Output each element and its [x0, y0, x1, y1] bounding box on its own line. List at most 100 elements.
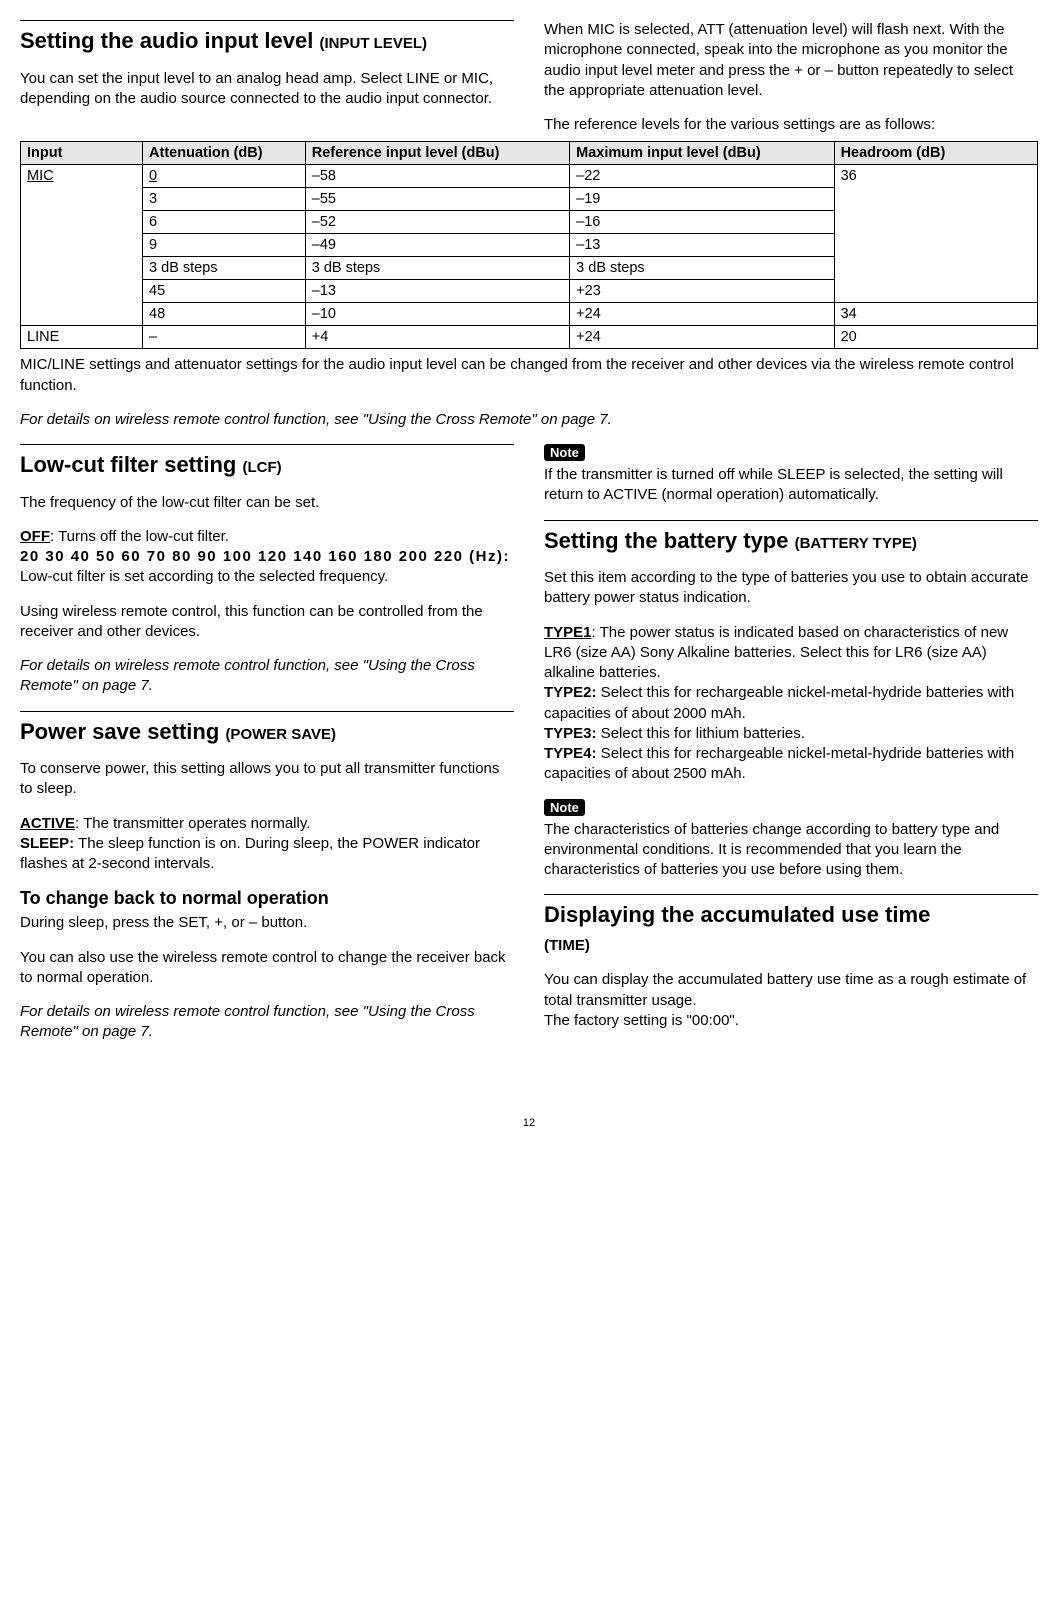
- time-p2: The factory setting is "00:00".: [544, 1011, 1038, 1031]
- rule: [20, 711, 514, 712]
- intro-p2: When MIC is selected, ATT (attenuation l…: [544, 20, 1038, 101]
- heading-sub: (TIME): [544, 937, 590, 954]
- type3-text: Select this for lithium batteries.: [597, 725, 805, 742]
- heading-text: Setting the battery type: [544, 528, 788, 553]
- cell-ref: +4: [305, 326, 569, 349]
- power-p2: During sleep, press the SET, +, or – but…: [20, 913, 514, 933]
- power-p4: For details on wireless remote control f…: [20, 1002, 514, 1043]
- type2-text: Select this for rechargeable nickel-meta…: [544, 684, 1014, 721]
- type1-label: TYPE1: [544, 624, 592, 641]
- lcf-off-text: : Turns off the low-cut filter.: [50, 528, 229, 545]
- lcf-p2: Using wireless remote control, this func…: [20, 602, 514, 643]
- cell-att: 6: [143, 211, 306, 234]
- cell-ref: 3 dB steps: [305, 257, 569, 280]
- cell-att: 9: [143, 234, 306, 257]
- cell-ref: –52: [305, 211, 569, 234]
- th-head: Headroom (dB): [834, 142, 1037, 165]
- cell-input: MIC: [21, 165, 143, 326]
- power-active-text: : The transmitter operates normally.: [75, 815, 310, 832]
- page-number: 12: [20, 1117, 1038, 1129]
- power-subheading: To change back to normal operation: [20, 888, 514, 909]
- power-sleep-label: SLEEP:: [20, 835, 74, 852]
- table-head: Input Attenuation (dB) Reference input l…: [21, 142, 1038, 165]
- cell-ref: –13: [305, 280, 569, 303]
- heading-sub: (POWER SAVE): [225, 726, 336, 743]
- type4-label: TYPE4:: [544, 745, 597, 762]
- cell-max: –13: [570, 234, 834, 257]
- rule: [20, 444, 514, 445]
- lcf-freq-label: 20 30 40 50 60 70 80 90 100 120 140 160 …: [20, 548, 510, 565]
- intro-p3: The reference levels for the various set…: [544, 115, 1038, 135]
- type3-label: TYPE3:: [544, 725, 597, 742]
- th-max: Maximum input level (dBu): [570, 142, 834, 165]
- cell-att: –: [143, 326, 306, 349]
- lcf-options: OFF: Turns off the low-cut filter. 20 30…: [20, 527, 514, 588]
- power-p3: You can also use the wireless remote con…: [20, 948, 514, 989]
- table-row: MIC 0 –58 –22 36: [21, 165, 1038, 188]
- th-att: Attenuation (dB): [143, 142, 306, 165]
- type2-label: TYPE2:: [544, 684, 597, 701]
- cell-ref: –10: [305, 303, 569, 326]
- heading-battery: Setting the battery type (BATTERY TYPE): [544, 527, 1038, 555]
- note-badge: Note: [544, 799, 585, 816]
- table-header-row: Input Attenuation (dB) Reference input l…: [21, 142, 1038, 165]
- cell-max: +23: [570, 280, 834, 303]
- lcf-freq-text: Low-cut filter is set according to the s…: [20, 568, 388, 585]
- power-active-label: ACTIVE: [20, 815, 75, 832]
- heading-power-save: Power save setting (POWER SAVE): [20, 718, 514, 746]
- cell-att: 3: [143, 188, 306, 211]
- heading-time: Displaying the accumulated use time (TIM…: [544, 901, 1038, 956]
- heading-sub: (INPUT LEVEL): [319, 35, 427, 52]
- heading-sub: (LCF): [242, 459, 281, 476]
- th-input: Input: [21, 142, 143, 165]
- cell-att: 48: [143, 303, 306, 326]
- cell-head: 20: [834, 326, 1037, 349]
- cell-ref: –49: [305, 234, 569, 257]
- cell-head: 36: [834, 165, 1037, 303]
- lcf-off-label: OFF: [20, 528, 50, 545]
- cell-att: 0: [143, 165, 306, 188]
- cell-max: –16: [570, 211, 834, 234]
- cell-input: LINE: [21, 326, 143, 349]
- lcf-p1: The frequency of the low-cut filter can …: [20, 493, 514, 513]
- th-ref: Reference input level (dBu): [305, 142, 569, 165]
- reference-table: Input Attenuation (dB) Reference input l…: [20, 141, 1038, 349]
- battery-types: TYPE1: The power status is indicated bas…: [544, 623, 1038, 785]
- note1-text: If the transmitter is turned off while S…: [544, 465, 1038, 506]
- note1-block: Note If the transmitter is turned off wh…: [544, 444, 1038, 506]
- cell-head: 34: [834, 303, 1037, 326]
- type4-text: Select this for rechargeable nickel-meta…: [544, 745, 1014, 782]
- cell-ref: –55: [305, 188, 569, 211]
- heading-text: Low-cut filter setting: [20, 452, 236, 477]
- rule: [20, 20, 514, 21]
- table-row: 48 –10 +24 34: [21, 303, 1038, 326]
- cell-att: 45: [143, 280, 306, 303]
- time-p1: You can display the accumulated battery …: [544, 970, 1038, 1011]
- heading-text: Power save setting: [20, 719, 219, 744]
- lower-left-col: Low-cut filter setting (LCF) The frequen…: [20, 444, 514, 1057]
- heading-text: Displaying the accumulated use time: [544, 902, 930, 927]
- type1-text: : The power status is indicated based on…: [544, 624, 1008, 682]
- top-left-col: Setting the audio input level (INPUT LEV…: [20, 20, 514, 137]
- power-sleep-text: The sleep function is on. During sleep, …: [20, 835, 480, 872]
- rule: [544, 894, 1038, 895]
- lower-section: Low-cut filter setting (LCF) The frequen…: [20, 444, 1038, 1057]
- battery-p1: Set this item according to the type of b…: [544, 568, 1038, 609]
- cell-max: –19: [570, 188, 834, 211]
- below-table-p2: For details on wireless remote control f…: [20, 410, 1038, 430]
- table-row: LINE – +4 +24 20: [21, 326, 1038, 349]
- cell-max: +24: [570, 326, 834, 349]
- lower-right-col: Note If the transmitter is turned off wh…: [544, 444, 1038, 1057]
- top-right-col: When MIC is selected, ATT (attenuation l…: [544, 20, 1038, 137]
- table-body: MIC 0 –58 –22 36 3 –55 –19 6 –52 –16 9 –…: [21, 165, 1038, 349]
- lcf-p3: For details on wireless remote control f…: [20, 656, 514, 697]
- cell-att: 3 dB steps: [143, 257, 306, 280]
- cell-max: –22: [570, 165, 834, 188]
- power-options: ACTIVE: The transmitter operates normall…: [20, 814, 514, 875]
- power-p1: To conserve power, this setting allows y…: [20, 759, 514, 800]
- cell-max: 3 dB steps: [570, 257, 834, 280]
- top-section: Setting the audio input level (INPUT LEV…: [20, 20, 1038, 137]
- intro-p1: You can set the input level to an analog…: [20, 69, 514, 110]
- heading-lcf: Low-cut filter setting (LCF): [20, 451, 514, 479]
- heading-input-level: Setting the audio input level (INPUT LEV…: [20, 27, 514, 55]
